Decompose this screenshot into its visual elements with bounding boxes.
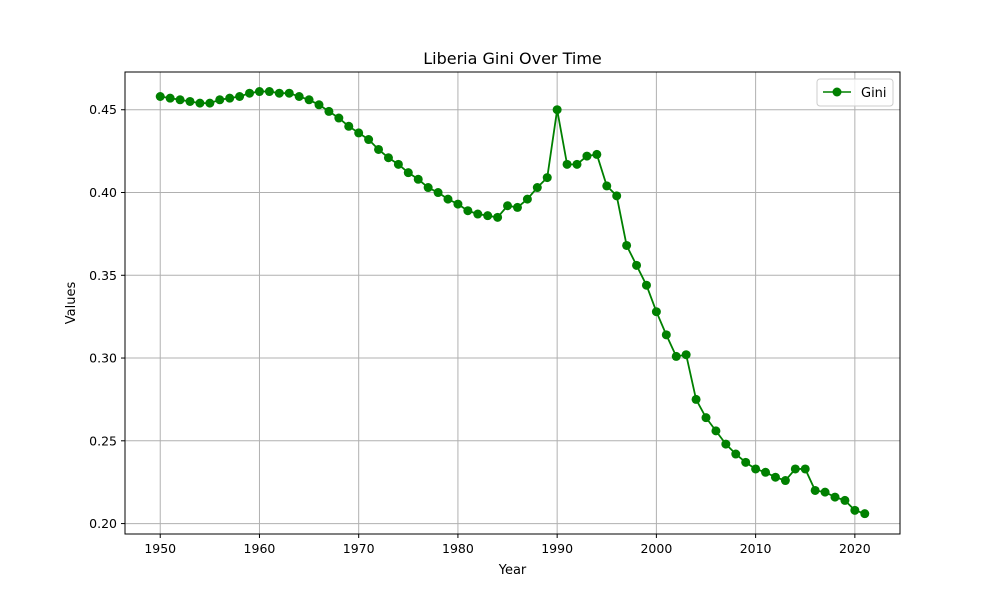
data-point [364, 135, 374, 145]
legend-box [816, 78, 894, 107]
data-point [463, 206, 473, 216]
data-point [612, 191, 622, 201]
data-point [602, 181, 612, 191]
y-tick-label: 0.45 [89, 102, 117, 117]
legend-marker-swatch [832, 87, 842, 97]
plot-frame [124, 71, 901, 535]
data-point [354, 128, 364, 138]
data-point [503, 201, 513, 211]
data-point [860, 509, 870, 519]
data-point [264, 87, 274, 97]
data-point [284, 88, 294, 98]
data-point [165, 93, 175, 103]
data-point [562, 159, 572, 169]
data-point [840, 495, 850, 505]
data-point [632, 260, 642, 270]
data-point [572, 159, 582, 169]
x-tick-label: 2020 [839, 541, 871, 556]
data-point [334, 113, 344, 123]
data-point [304, 95, 314, 105]
data-point [374, 144, 384, 154]
data-point [522, 194, 532, 204]
data-point [751, 464, 761, 474]
x-tick-label: 1970 [343, 541, 375, 556]
data-point [512, 202, 522, 212]
data-point [254, 87, 264, 97]
y-tick-label: 0.25 [89, 433, 117, 448]
data-point [770, 472, 780, 482]
data-point [711, 426, 721, 436]
data-point [433, 188, 443, 198]
x-tick-label: 2000 [640, 541, 672, 556]
data-point [314, 100, 324, 110]
y-axis: 0.20 0.25 0.30 0.35 0.40 0.45 [89, 102, 125, 531]
data-point [155, 91, 165, 101]
data-point [383, 153, 393, 163]
data-point [810, 485, 820, 495]
data-point [225, 93, 235, 103]
data-point [641, 280, 651, 290]
data-point [443, 194, 453, 204]
data-point [274, 88, 284, 98]
data-point [671, 351, 681, 361]
data-point [215, 95, 225, 105]
x-tick-label: 1950 [144, 541, 176, 556]
data-point [681, 350, 691, 360]
data-point [721, 439, 731, 449]
data-point [741, 457, 751, 467]
data-point [780, 476, 790, 486]
y-axis-label: Values [64, 282, 79, 325]
data-point [542, 173, 552, 183]
series-layer [155, 87, 870, 519]
data-point [552, 105, 562, 115]
data-point [453, 199, 463, 209]
data-point [582, 151, 592, 161]
y-tick-label: 0.35 [89, 268, 117, 283]
x-tick-label: 2010 [740, 541, 772, 556]
data-point [473, 209, 483, 219]
data-point [622, 240, 632, 250]
y-tick-label: 0.30 [89, 351, 117, 366]
data-point [661, 330, 671, 340]
legend-label: Gini [861, 86, 887, 101]
data-point [691, 394, 701, 404]
data-point [800, 464, 810, 474]
data-point [820, 487, 830, 497]
data-point [235, 91, 245, 101]
data-point [195, 98, 205, 108]
x-tick-label: 1960 [244, 541, 276, 556]
x-axis-label: Year [498, 563, 527, 578]
data-point [493, 212, 503, 222]
data-point [294, 91, 304, 101]
data-point [532, 183, 542, 193]
y-tick-label: 0.20 [89, 516, 117, 531]
data-point [483, 211, 493, 221]
data-point [403, 168, 413, 178]
data-point [175, 95, 185, 105]
data-point [830, 492, 840, 502]
data-point [324, 106, 334, 116]
data-point [651, 307, 661, 317]
data-point [701, 413, 711, 423]
y-tick-label: 0.40 [89, 185, 117, 200]
data-point [761, 467, 771, 477]
x-axis: 1950 1960 1970 1980 1990 2000 2010 2020 [144, 534, 871, 556]
data-point [731, 449, 741, 459]
legend: Gini [816, 78, 894, 107]
x-tick-label: 1980 [442, 541, 474, 556]
data-point [423, 183, 433, 193]
data-point [850, 505, 860, 515]
data-point [790, 464, 800, 474]
grid [125, 72, 900, 534]
data-point [344, 121, 354, 131]
data-point [592, 149, 602, 159]
data-point [205, 98, 215, 108]
chart-title: Liberia Gini Over Time [423, 49, 602, 68]
x-tick-label: 1990 [541, 541, 573, 556]
data-point [413, 174, 423, 184]
data-point [245, 88, 255, 98]
data-point [393, 159, 403, 169]
data-point [185, 96, 195, 106]
